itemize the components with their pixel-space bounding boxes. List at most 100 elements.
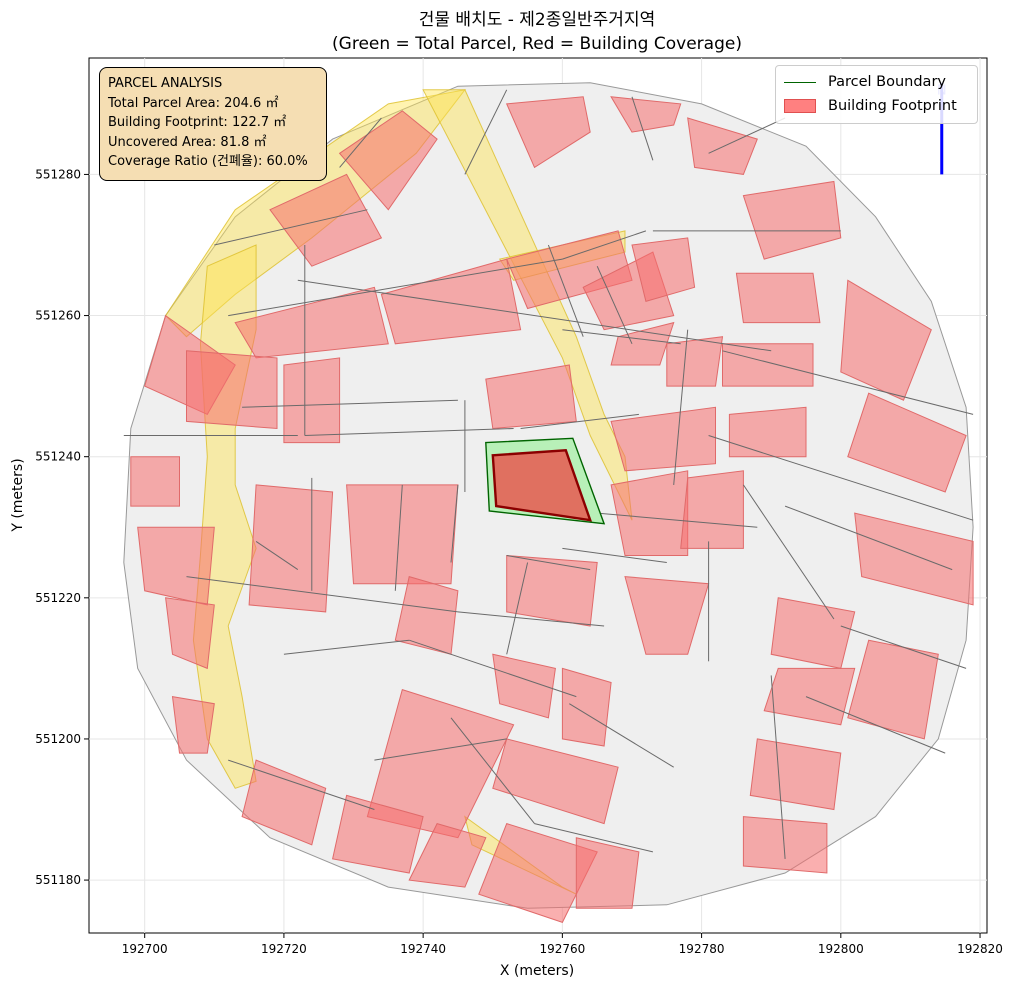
x-tick-label: 192720 [261, 942, 307, 956]
building-footprint [631, 237, 696, 303]
y-axis-label: Y (meters) [10, 458, 26, 532]
parcel-lines [123, 89, 974, 859]
building-footprint [742, 816, 828, 874]
selected-parcel-group [485, 437, 606, 525]
building-footprint [478, 822, 598, 924]
chart-title-line2: (Green = Total Parcel, Red = Building Co… [332, 34, 742, 54]
parcel-line [450, 717, 535, 824]
building-footprint [171, 695, 215, 754]
parcel-line [242, 399, 458, 408]
building-footprint [283, 357, 341, 444]
y-tick-label: 551240 [35, 450, 81, 464]
parcel-line [597, 512, 758, 528]
info-line-total-area: Total Parcel Area: 204.6 ㎡ [108, 95, 279, 111]
building-footprint [186, 350, 278, 430]
parcel-line [708, 435, 974, 521]
building-footprint [840, 279, 932, 401]
y-tick-label: 551200 [35, 732, 81, 746]
parcel-line [297, 279, 772, 352]
building-footprint [380, 258, 522, 345]
parcel-line [374, 738, 507, 761]
building-footprint [687, 117, 758, 175]
building-footprint [728, 406, 807, 458]
legend-label: Parcel Boundary [828, 74, 946, 90]
building-footprint [763, 667, 856, 726]
building-footprint [165, 597, 215, 670]
parcel-line [394, 484, 403, 591]
building-footprint [332, 794, 424, 874]
building-footprint [680, 470, 744, 549]
parcel-line [562, 547, 667, 563]
building-footprint [610, 96, 682, 133]
building-footprint [735, 272, 821, 324]
x-tick-label: 192800 [818, 942, 864, 956]
info-line-uncovered-area: Uncovered Area: 81.8 ㎡ [108, 134, 267, 150]
building-footprint [610, 470, 689, 556]
selected-building [491, 449, 592, 522]
building-footprint [248, 484, 334, 613]
y-tick-label: 551260 [35, 309, 81, 323]
parcel-line [596, 265, 633, 345]
parcel-line [228, 258, 563, 317]
x-tick-label: 192700 [122, 942, 168, 956]
parcel-line [506, 555, 591, 571]
axis-ticks: 192700 192720 192740 192760 192780 192800 1928… [35, 167, 1003, 956]
legend-swatch-line [784, 81, 816, 83]
building-footprint [854, 512, 974, 606]
y-tick-label: 551220 [35, 591, 81, 605]
building-footprint [130, 456, 180, 507]
parcel-line [228, 759, 375, 810]
building-footprint [610, 321, 675, 366]
y-tick-label: 551180 [35, 873, 81, 887]
parcel-line [339, 117, 382, 168]
info-line-building-footprint: Building Footprint: 122.7 ㎡ [108, 115, 287, 130]
y-tick-label: 551280 [35, 167, 81, 181]
parcel-line [304, 428, 514, 436]
x-tick-label: 192740 [400, 942, 446, 956]
legend: Parcel Boundary Building Footprint [775, 65, 978, 124]
parcel-line [631, 96, 654, 161]
x-tick-label: 192760 [539, 942, 585, 956]
parcel-line [673, 329, 689, 485]
building-footprint [338, 110, 438, 211]
parcel-line [283, 639, 410, 655]
building-footprint [847, 639, 939, 740]
parcel-line [520, 413, 639, 429]
x-tick-label: 192780 [679, 942, 725, 956]
building-footprint [492, 738, 619, 825]
info-line-heading: PARCEL ANALYSIS [108, 76, 223, 91]
chart-title-line1: 건물 배치도 - 제2종일반주거지역 [419, 10, 655, 30]
building-footprint [749, 738, 842, 811]
parcel-line [562, 329, 681, 345]
parcel-line [457, 611, 605, 627]
parcel-line [805, 696, 946, 754]
parcel-line [708, 117, 786, 154]
parcel-line [742, 484, 835, 620]
parcel-analysis-box: PARCEL ANALYSIS Total Parcel Area: 204.6… [99, 67, 327, 181]
parcel-line [409, 639, 577, 698]
parcel-line [547, 244, 584, 337]
building-footprint [847, 392, 967, 493]
building-footprints [130, 96, 974, 924]
legend-label: Building Footprint [828, 98, 957, 114]
info-line-coverage-ratio: Coverage Ratio (건폐율): 60.0% [108, 154, 308, 169]
parcel-line [450, 484, 459, 563]
parcel-line [569, 703, 674, 768]
parcel-line [722, 350, 974, 415]
building-footprint [561, 667, 612, 747]
building-footprint [408, 823, 487, 888]
parcel-line [784, 505, 953, 571]
building-footprint [624, 576, 710, 655]
building-footprint [742, 180, 842, 260]
building-footprint [346, 484, 459, 585]
parcel-line [464, 89, 508, 175]
legend-swatch-patch [784, 99, 816, 113]
parcel-line [506, 562, 529, 655]
parcel-line [770, 675, 786, 859]
building-footprint [492, 653, 556, 719]
x-tick-label: 192820 [957, 942, 1003, 956]
legend-item-building-footprint: Building Footprint [784, 96, 957, 116]
x-axis-label: X (meters) [500, 963, 574, 979]
building-footprint [666, 336, 724, 387]
